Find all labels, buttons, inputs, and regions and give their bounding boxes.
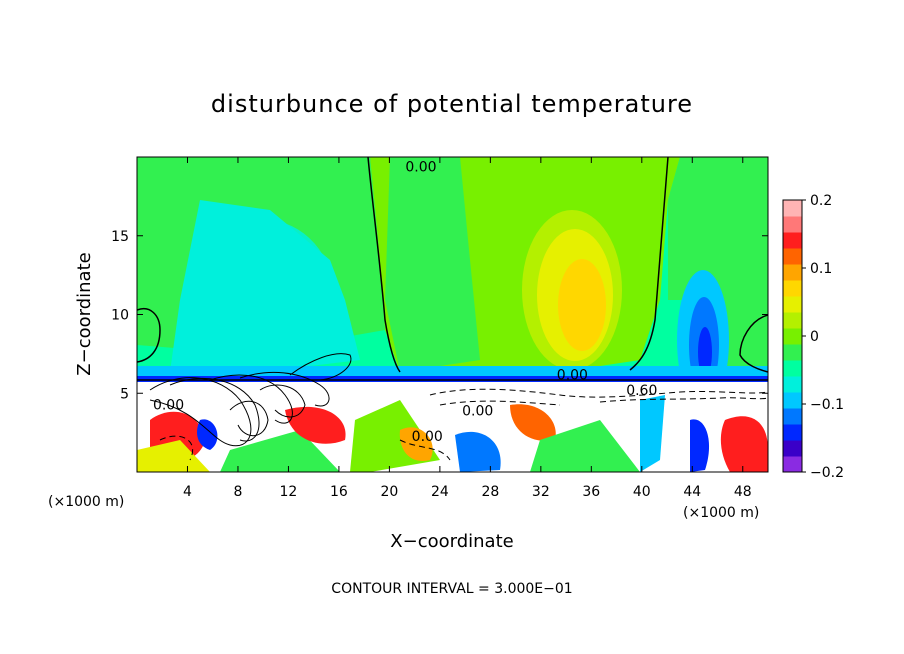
boundary-eddy-red-3 xyxy=(510,404,556,441)
boundary-eddy-red-2 xyxy=(285,406,346,444)
boundary-eddy-orange xyxy=(399,427,433,461)
contour-label: 0.00 xyxy=(153,397,184,413)
boundary-eddy-cyan xyxy=(640,395,665,472)
neutral-field-right xyxy=(668,157,768,380)
convective-contours xyxy=(149,353,352,447)
colorbar-swatch xyxy=(783,376,802,393)
y-tick-label: 15 xyxy=(111,229,129,245)
warm-anomaly-core xyxy=(558,259,606,351)
x-tick-label: 44 xyxy=(683,484,701,500)
contour-label: 0.60 xyxy=(626,383,657,399)
zero-contour-right xyxy=(629,157,669,371)
contour-label: 0.00 xyxy=(462,404,493,420)
x-unit-left: (×1000 m) xyxy=(48,494,124,510)
zero-contour-left xyxy=(367,157,401,373)
boundary-eddy-yellow xyxy=(137,440,210,472)
x-tick-label: 36 xyxy=(582,484,600,500)
colorbar-swatch xyxy=(783,280,802,297)
colorbar-tick-label: 0 xyxy=(810,329,819,345)
colorbar-swatch xyxy=(783,248,802,265)
colorbar-swatch xyxy=(783,424,802,441)
boundary-eddy-green-3 xyxy=(530,420,640,472)
colorbar-tick-label: −0.2 xyxy=(810,465,844,481)
x-tick-label: 20 xyxy=(380,484,398,500)
inversion-band xyxy=(137,366,768,376)
neutral-field-band xyxy=(385,157,480,372)
negative-contours xyxy=(159,388,768,461)
colorbar-swatch xyxy=(783,344,802,361)
cool-anomaly-center xyxy=(195,220,335,380)
colorbar-tick-label: −0.1 xyxy=(810,397,844,413)
boundary-eddy-blue xyxy=(197,419,218,450)
colorbar-swatch xyxy=(783,296,802,313)
x-tick-label: 4 xyxy=(183,484,192,500)
colorbar-swatch xyxy=(783,456,802,473)
contour-label: 0.00 xyxy=(405,159,436,175)
x-axis-label: X−coordinate xyxy=(390,531,513,552)
colorbar-ticks: 0.2 0.1 0 −0.1 −0.2 xyxy=(802,193,844,481)
x-unit-right: (×1000 m) xyxy=(683,505,759,521)
contour-labels: 0.00 0.00 0.60 0.00 0.00 0.00 xyxy=(153,159,657,444)
colorbar-tick-label: 0.1 xyxy=(810,261,832,277)
x-tick-label: 8 xyxy=(233,484,242,500)
contour-interval-note: CONTOUR INTERVAL = 3.000E−01 xyxy=(331,581,572,597)
colorbar-swatch xyxy=(783,392,802,409)
colorbar-swatch xyxy=(783,440,802,457)
cold-column-core xyxy=(698,327,712,377)
colorbar xyxy=(783,200,802,473)
y-axis: 5 10 15 xyxy=(111,229,768,402)
y-axis-label: Z−coordinate xyxy=(74,252,95,375)
zero-contour-edge-left xyxy=(137,308,161,363)
y-tick-label: 10 xyxy=(111,308,129,324)
x-tick-label: 32 xyxy=(532,484,550,500)
x-tick-label: 12 xyxy=(280,484,298,500)
x-tick-label: 28 xyxy=(481,484,499,500)
y-tick-label: 5 xyxy=(120,386,129,402)
zero-contour-edge-right xyxy=(739,314,768,373)
inversion-line xyxy=(137,376,768,382)
contour-label: 0.00 xyxy=(557,367,588,383)
colorbar-swatch xyxy=(783,408,802,425)
contour-label: 0.00 xyxy=(412,429,443,445)
x-axis: 4 8 12 16 20 24 28 32 36 40 44 48 xyxy=(183,157,752,500)
colorbar-swatch xyxy=(783,264,802,281)
chart-title: disturbunce of potential temperature xyxy=(211,90,693,118)
colorbar-swatch xyxy=(783,312,802,329)
plot-area: 0.00 0.00 0.60 0.00 0.00 0.00 xyxy=(137,157,768,472)
colorbar-swatch xyxy=(783,200,802,217)
colorbar-swatch xyxy=(783,360,802,377)
boundary-eddy-blue-3 xyxy=(690,419,710,472)
colorbar-swatch xyxy=(783,232,802,249)
boundary-eddy-blue-2 xyxy=(455,431,501,472)
x-tick-label: 40 xyxy=(633,484,651,500)
x-tick-label: 48 xyxy=(734,484,752,500)
colorbar-tick-label: 0.2 xyxy=(810,193,832,209)
x-tick-label: 16 xyxy=(330,484,348,500)
colorbar-swatch xyxy=(783,216,802,233)
colorbar-swatch xyxy=(783,328,802,345)
boundary-eddy-red-4 xyxy=(720,416,768,472)
x-tick-label: 24 xyxy=(431,484,449,500)
